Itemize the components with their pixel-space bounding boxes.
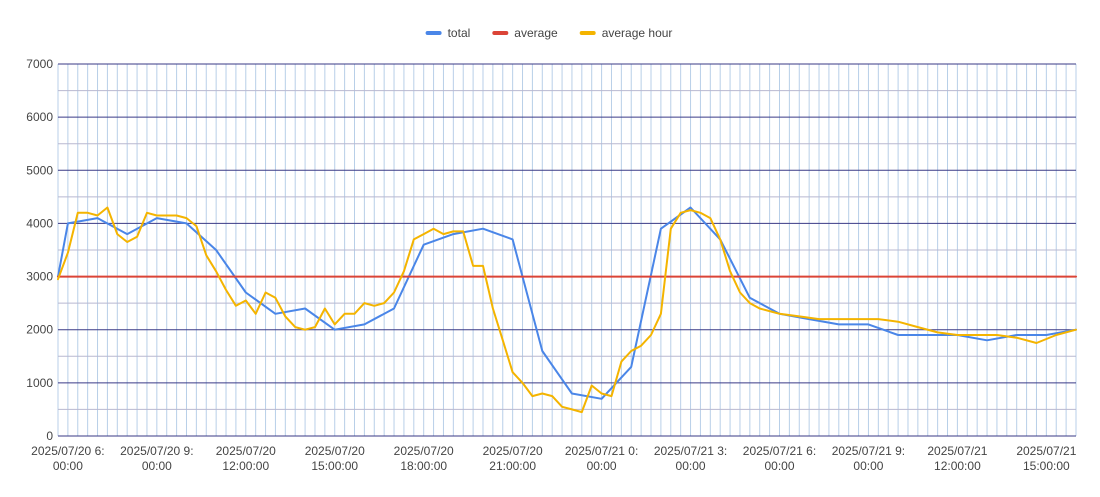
legend-label-average: average xyxy=(514,26,558,40)
x-tick-label-line1: 2025/07/21 9: xyxy=(832,444,905,458)
x-tick-label-line1: 2025/07/20 xyxy=(216,444,276,458)
x-tick-label-line1: 2025/07/20 xyxy=(394,444,454,458)
x-tick-label-line1: 2025/07/21 0: xyxy=(565,444,638,458)
x-tick-label-6: 2025/07/21 0:00:00 xyxy=(565,444,638,473)
x-tick-label-line2: 15:00:00 xyxy=(311,459,358,473)
x-tick-label-line1: 2025/07/21 xyxy=(1016,444,1076,458)
y-tick-label-6000: 6000 xyxy=(26,110,53,124)
x-tick-label-8: 2025/07/21 6:00:00 xyxy=(743,444,816,473)
x-tick-label-line2: 00:00 xyxy=(764,459,794,473)
y-tick-label-2000: 2000 xyxy=(26,323,53,337)
horizontal-gridlines xyxy=(58,63,1076,437)
legend-item-total: total xyxy=(425,26,471,40)
x-tick-label-line2: 15:00:00 xyxy=(1023,459,1070,473)
y-tick-label-7000: 7000 xyxy=(26,57,53,71)
x-tick-label-line2: 21:00:00 xyxy=(489,459,536,473)
x-tick-label-line1: 2025/07/20 xyxy=(483,444,543,458)
x-tick-label-9: 2025/07/21 9:00:00 xyxy=(832,444,905,473)
legend: total average average hour xyxy=(425,26,673,40)
series-line-total xyxy=(57,206,1077,400)
x-tick-label-line2: 00:00 xyxy=(587,459,617,473)
x-tick-label-line1: 2025/07/20 6: xyxy=(31,444,104,458)
y-axis-tick-labels: 0 1000 2000 3000 4000 5000 6000 7000 xyxy=(26,57,53,443)
y-tick-label-1000: 1000 xyxy=(26,376,53,390)
series-layer xyxy=(57,206,1077,414)
legend-label-total: total xyxy=(448,26,471,40)
x-tick-label-line2: 12:00:00 xyxy=(934,459,981,473)
x-tick-label-line1: 2025/07/21 xyxy=(927,444,987,458)
x-tick-label-line1: 2025/07/20 xyxy=(305,444,365,458)
x-tick-label-line1: 2025/07/20 9: xyxy=(120,444,193,458)
x-tick-label-line2: 00:00 xyxy=(53,459,83,473)
x-tick-label-line2: 00:00 xyxy=(853,459,883,473)
x-tick-label-line2: 12:00:00 xyxy=(222,459,269,473)
y-tick-label-3000: 3000 xyxy=(26,270,53,284)
series-line-average-hour xyxy=(57,206,1077,414)
x-tick-label-0: 2025/07/20 6:00:00 xyxy=(31,444,104,473)
x-tick-label-line1: 2025/07/21 3: xyxy=(654,444,727,458)
x-tick-label-line1: 2025/07/21 6: xyxy=(743,444,816,458)
x-tick-label-line2: 00:00 xyxy=(676,459,706,473)
y-tick-label-5000: 5000 xyxy=(26,163,53,177)
y-tick-label-0: 0 xyxy=(46,429,53,443)
legend-label-average-hour: average hour xyxy=(602,26,673,40)
y-tick-label-4000: 4000 xyxy=(26,216,53,230)
legend-item-average: average xyxy=(492,26,558,40)
x-tick-label-line2: 18:00:00 xyxy=(400,459,447,473)
legend-item-average-hour: average hour xyxy=(579,26,673,40)
x-tick-label-1: 2025/07/20 9:00:00 xyxy=(120,444,193,473)
x-tick-label-7: 2025/07/21 3:00:00 xyxy=(654,444,727,473)
x-tick-label-line2: 00:00 xyxy=(142,459,172,473)
